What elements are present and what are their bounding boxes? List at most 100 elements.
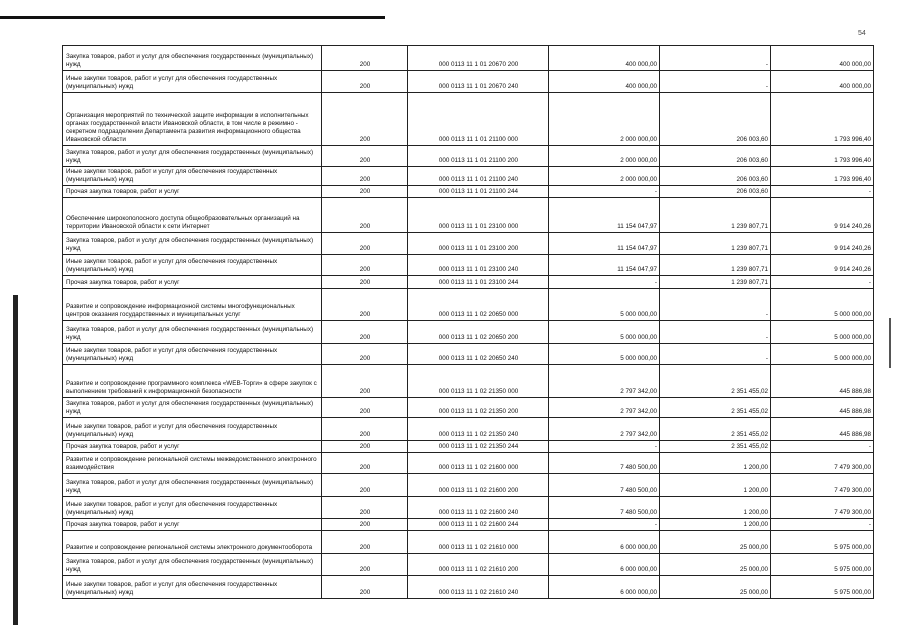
row-executed: 1 239 807,71	[659, 197, 771, 233]
row-description: Прочая закупка товаров, работ и услуг	[62, 275, 322, 289]
row-approved: 2 797 342,00	[548, 364, 660, 398]
row-remaining: 1 793 996,40	[770, 166, 874, 186]
row-executed: 206 003,60	[659, 166, 771, 186]
row-kbk: 000 0113 11 1 01 23100 244	[407, 275, 549, 289]
row-kbk: 000 0113 11 1 02 21600 200	[407, 473, 549, 497]
row-kbk: 000 0113 11 1 02 21600 240	[407, 496, 549, 519]
row-description: Закупка товаров, работ и услуг для обесп…	[62, 232, 322, 255]
row-executed: 2 351 455,02	[659, 397, 771, 418]
row-remaining: 445 886,98	[770, 397, 874, 418]
row-remaining: -	[770, 275, 874, 289]
table-row: Иные закупки товаров, работ и услуг для …	[62, 254, 874, 276]
row-approved: -	[548, 518, 660, 531]
row-kbk: 000 0113 11 1 01 23100 240	[407, 254, 549, 276]
row-kbk: 000 0113 11 1 01 21100 240	[407, 166, 549, 186]
row-kbk: 000 0113 11 1 02 21350 200	[407, 397, 549, 418]
row-approved: -	[548, 275, 660, 289]
scan-top-bar	[0, 16, 385, 19]
budget-table: Закупка товаров, работ и услуг для обесп…	[62, 45, 874, 599]
row-kbk: 000 0113 11 1 01 20670 200	[407, 45, 549, 71]
table-row: Прочая закупка товаров, работ и услуг 200…	[62, 440, 874, 453]
row-executed: -	[659, 45, 771, 71]
row-kbk: 000 0113 11 1 02 21600 244	[407, 518, 549, 531]
row-kbk: 000 0113 11 1 02 21350 244	[407, 440, 549, 453]
row-executed: 25 000,00	[659, 575, 771, 599]
row-executed: 25 000,00	[659, 553, 771, 576]
row-remaining: 445 886,98	[770, 417, 874, 441]
row-code: 200	[321, 254, 408, 276]
row-description: Иные закупки товаров, работ и услуг для …	[62, 343, 322, 365]
table-row: Прочая закупка товаров, работ и услуг 200…	[62, 185, 874, 198]
row-approved: 2 797 342,00	[548, 417, 660, 441]
row-executed: 206 003,60	[659, 185, 771, 198]
row-code: 200	[321, 197, 408, 233]
row-approved: 2 000 000,00	[548, 166, 660, 186]
row-kbk: 000 0113 11 1 01 21100 000	[407, 92, 549, 146]
row-approved: 11 154 047,97	[548, 197, 660, 233]
row-executed: 2 351 455,02	[659, 417, 771, 441]
row-remaining: 7 479 300,00	[770, 452, 874, 474]
row-remaining: 7 479 300,00	[770, 473, 874, 497]
row-remaining: 400 000,00	[770, 70, 874, 93]
table-row: Развитие и сопровождение региональной си…	[62, 530, 874, 554]
table-row: Развитие и сопровождение программного ко…	[62, 364, 874, 398]
row-executed: 1 239 807,71	[659, 254, 771, 276]
row-code: 200	[321, 518, 408, 531]
row-approved: 400 000,00	[548, 45, 660, 71]
row-description: Развитие и сопровождение информационной …	[62, 288, 322, 321]
row-kbk: 000 0113 11 1 01 20670 240	[407, 70, 549, 93]
row-code: 200	[321, 288, 408, 321]
row-code: 200	[321, 70, 408, 93]
row-remaining: 9 914 240,26	[770, 254, 874, 276]
row-approved: 6 000 000,00	[548, 575, 660, 599]
row-remaining: 9 914 240,26	[770, 232, 874, 255]
row-code: 200	[321, 473, 408, 497]
row-executed: 1 200,00	[659, 496, 771, 519]
row-executed: 206 003,60	[659, 92, 771, 146]
row-executed: -	[659, 70, 771, 93]
row-executed: 1 200,00	[659, 518, 771, 531]
row-remaining: 5 975 000,00	[770, 553, 874, 576]
row-executed: -	[659, 320, 771, 344]
row-executed: 1 200,00	[659, 452, 771, 474]
row-description: Развитие и сопровождение программного ко…	[62, 364, 322, 398]
row-description: Иные закупки товаров, работ и услуг для …	[62, 496, 322, 519]
row-code: 200	[321, 320, 408, 344]
row-remaining: 7 479 300,00	[770, 496, 874, 519]
row-remaining: 9 914 240,26	[770, 197, 874, 233]
row-kbk: 000 0113 11 1 01 21100 244	[407, 185, 549, 198]
table-row: Прочая закупка товаров, работ и услуг 200…	[62, 518, 874, 531]
row-remaining: 5 975 000,00	[770, 530, 874, 554]
row-code: 200	[321, 92, 408, 146]
table-row: Иные закупки товаров, работ и услуг для …	[62, 166, 874, 186]
table-row: Закупка товаров, работ и услуг для обесп…	[62, 397, 874, 418]
row-approved: 2 000 000,00	[548, 145, 660, 167]
row-description: Иные закупки товаров, работ и услуг для …	[62, 166, 322, 186]
row-description: Развитие и сопровождение региональной си…	[62, 530, 322, 554]
row-approved: 6 000 000,00	[548, 530, 660, 554]
row-kbk: 000 0113 11 1 01 21100 200	[407, 145, 549, 167]
row-code: 200	[321, 166, 408, 186]
table-row: Иные закупки товаров, работ и услуг для …	[62, 496, 874, 519]
row-code: 200	[321, 397, 408, 418]
row-approved: 2 000 000,00	[548, 92, 660, 146]
table-row: Иные закупки товаров, работ и услуг для …	[62, 575, 874, 599]
row-description: Закупка товаров, работ и услуг для обесп…	[62, 553, 322, 576]
row-code: 200	[321, 496, 408, 519]
row-remaining: 1 793 996,40	[770, 145, 874, 167]
row-description: Закупка товаров, работ и услуг для обесп…	[62, 473, 322, 497]
row-kbk: 000 0113 11 1 02 20650 200	[407, 320, 549, 344]
row-approved: 5 000 000,00	[548, 343, 660, 365]
row-code: 200	[321, 440, 408, 453]
row-kbk: 000 0113 11 1 01 23100 200	[407, 232, 549, 255]
row-description: Прочая закупка товаров, работ и услуг	[62, 518, 322, 531]
table-row: Закупка товаров, работ и услуг для обесп…	[62, 320, 874, 344]
row-kbk: 000 0113 11 1 02 20650 000	[407, 288, 549, 321]
table-row: Развитие и сопровождение информационной …	[62, 288, 874, 321]
row-remaining: -	[770, 518, 874, 531]
row-description: Закупка товаров, работ и услуг для обесп…	[62, 145, 322, 167]
table-row: Прочая закупка товаров, работ и услуг 200…	[62, 275, 874, 289]
row-description: Иные закупки товаров, работ и услуг для …	[62, 417, 322, 441]
row-approved: 11 154 047,97	[548, 232, 660, 255]
table-row: Закупка товаров, работ и услуг для обесп…	[62, 553, 874, 576]
